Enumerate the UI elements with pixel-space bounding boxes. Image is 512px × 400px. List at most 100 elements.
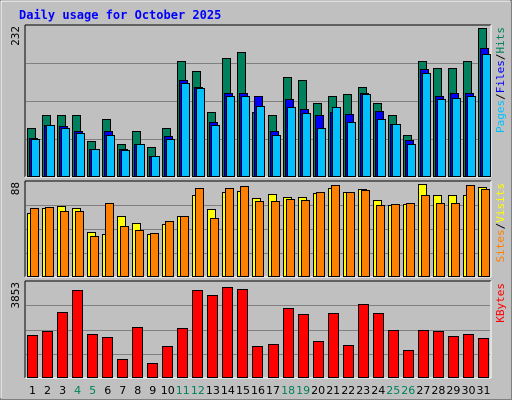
y-max-label: 88	[9, 182, 22, 195]
bar-kbytes-day-18	[283, 308, 294, 378]
bar-pages-day-20	[317, 128, 326, 177]
bar-pages-day-23	[362, 94, 371, 177]
bar-kbytes-day-15	[237, 289, 248, 378]
bar-pages-day-13	[211, 125, 220, 177]
bar-kbytes-day-22	[343, 345, 354, 378]
bar-sites-day-26	[406, 203, 415, 277]
bar-pages-day-25	[392, 124, 401, 177]
panel-kbytes: 3853 KBytes	[9, 280, 507, 379]
bar-kbytes-day-8	[132, 327, 143, 378]
legend-item-visits: Visits	[494, 183, 507, 223]
bar-pages-day-22	[347, 122, 356, 177]
bar-kbytes-day-31	[478, 338, 489, 378]
x-label-day-13: 13	[206, 384, 220, 397]
bar-kbytes-day-7	[117, 359, 128, 378]
bar-pages-day-10	[166, 139, 175, 177]
legend-separator: /	[494, 54, 507, 61]
bar-sites-day-10	[165, 221, 174, 277]
bar-kbytes-day-29	[448, 336, 459, 378]
bar-kbytes-day-9	[147, 363, 158, 378]
x-label-day-19: 19	[296, 384, 310, 397]
chart-title: Daily usage for October 2025	[19, 8, 221, 22]
bar-kbytes-day-10	[162, 346, 173, 378]
bar-kbytes-day-16	[252, 346, 263, 378]
x-label-day-17: 17	[266, 384, 280, 397]
bar-pages-day-7	[121, 150, 130, 177]
bar-sites-day-19	[301, 200, 310, 277]
bar-kbytes-day-28	[433, 331, 444, 378]
x-label-day-9: 9	[149, 384, 156, 397]
bar-kbytes-day-27	[418, 330, 429, 378]
bar-sites-day-20	[316, 192, 325, 277]
legend-kbytes: KBytes	[494, 283, 507, 323]
bar-pages-day-9	[151, 156, 160, 177]
bar-sites-day-9	[150, 233, 159, 277]
bar-pages-day-12	[196, 88, 205, 177]
x-label-day-3: 3	[59, 384, 66, 397]
x-label-day-29: 29	[446, 384, 460, 397]
x-label-day-27: 27	[416, 384, 430, 397]
bar-kbytes-day-24	[373, 313, 384, 378]
bar-sites-day-28	[436, 203, 445, 277]
bar-sites-day-6	[105, 203, 114, 277]
bar-sites-day-15	[240, 186, 249, 277]
bar-sites-day-4	[75, 211, 84, 277]
x-label-day-12: 12	[191, 384, 205, 397]
bar-kbytes-day-21	[328, 313, 339, 378]
legend-item-kbytes: KBytes	[494, 283, 507, 323]
x-label-day-11: 11	[176, 384, 190, 397]
bar-sites-day-24	[376, 205, 385, 277]
bar-pages-day-14	[226, 96, 235, 177]
x-label-day-16: 16	[251, 384, 265, 397]
bar-sites-day-17	[271, 201, 280, 277]
bar-pages-day-27	[422, 73, 431, 177]
x-label-day-7: 7	[119, 384, 126, 397]
bar-kbytes-day-19	[298, 314, 309, 378]
y-max-label: 232	[9, 26, 22, 46]
bar-sites-day-13	[210, 218, 219, 277]
x-label-day-10: 10	[161, 384, 175, 397]
bar-kbytes-day-6	[102, 337, 113, 378]
bar-pages-day-17	[272, 135, 281, 177]
bar-pages-day-26	[407, 144, 416, 177]
x-label-day-5: 5	[89, 384, 96, 397]
bar-kbytes-day-11	[177, 328, 188, 378]
bar-sites-day-8	[135, 230, 144, 277]
x-axis-day-labels: 1 2 3 4 5 6 7 8 9 10 11 12 13 14 15 16 17 18 19 20 21 22 23 24 2…	[29, 384, 491, 397]
bar-kbytes-day-20	[313, 341, 324, 378]
bar-sites-day-7	[120, 226, 129, 277]
bar-pages-day-8	[136, 144, 145, 177]
bar-kbytes-day-1	[27, 335, 38, 378]
x-label-day-14: 14	[221, 384, 235, 397]
y-max-label: 3853	[9, 282, 22, 309]
bar-pages-day-6	[106, 135, 115, 177]
x-label-day-28: 28	[431, 384, 445, 397]
bar-sites-day-30	[466, 185, 475, 277]
legend-separator: /	[494, 93, 507, 100]
x-label-day-2: 2	[44, 384, 51, 397]
bar-pages-day-4	[76, 133, 85, 177]
x-label-day-24: 24	[371, 384, 385, 397]
bar-kbytes-day-23	[358, 304, 369, 378]
bar-pages-day-1	[31, 139, 40, 177]
bar-kbytes-day-14	[222, 287, 233, 378]
bar-kbytes-day-5	[87, 334, 98, 378]
x-label-day-30: 30	[462, 384, 476, 397]
bar-sites-day-1	[30, 208, 39, 277]
bar-sites-day-14	[225, 188, 234, 277]
bar-sites-day-16	[255, 201, 264, 277]
bar-pages-day-16	[256, 106, 265, 177]
bar-kbytes-day-2	[42, 331, 53, 378]
legend-item-hits: Hits	[494, 27, 507, 54]
bar-pages-day-28	[437, 99, 446, 177]
bar-sites-day-23	[361, 190, 370, 277]
legend-item-pages: Pages	[494, 100, 507, 133]
bar-sites-day-11	[180, 216, 189, 277]
bar-pages-day-5	[91, 149, 100, 177]
x-label-day-20: 20	[311, 384, 325, 397]
legend-visits-sites: Sites/Visits	[494, 183, 507, 263]
